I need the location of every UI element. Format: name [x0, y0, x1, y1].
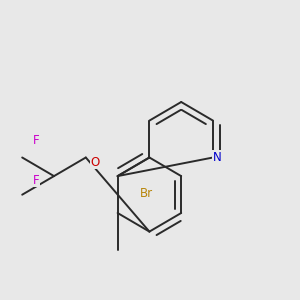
Text: O: O	[91, 155, 100, 169]
Text: N: N	[213, 151, 222, 164]
Text: Br: Br	[140, 187, 153, 200]
Text: F: F	[32, 134, 39, 148]
Text: F: F	[32, 173, 39, 187]
